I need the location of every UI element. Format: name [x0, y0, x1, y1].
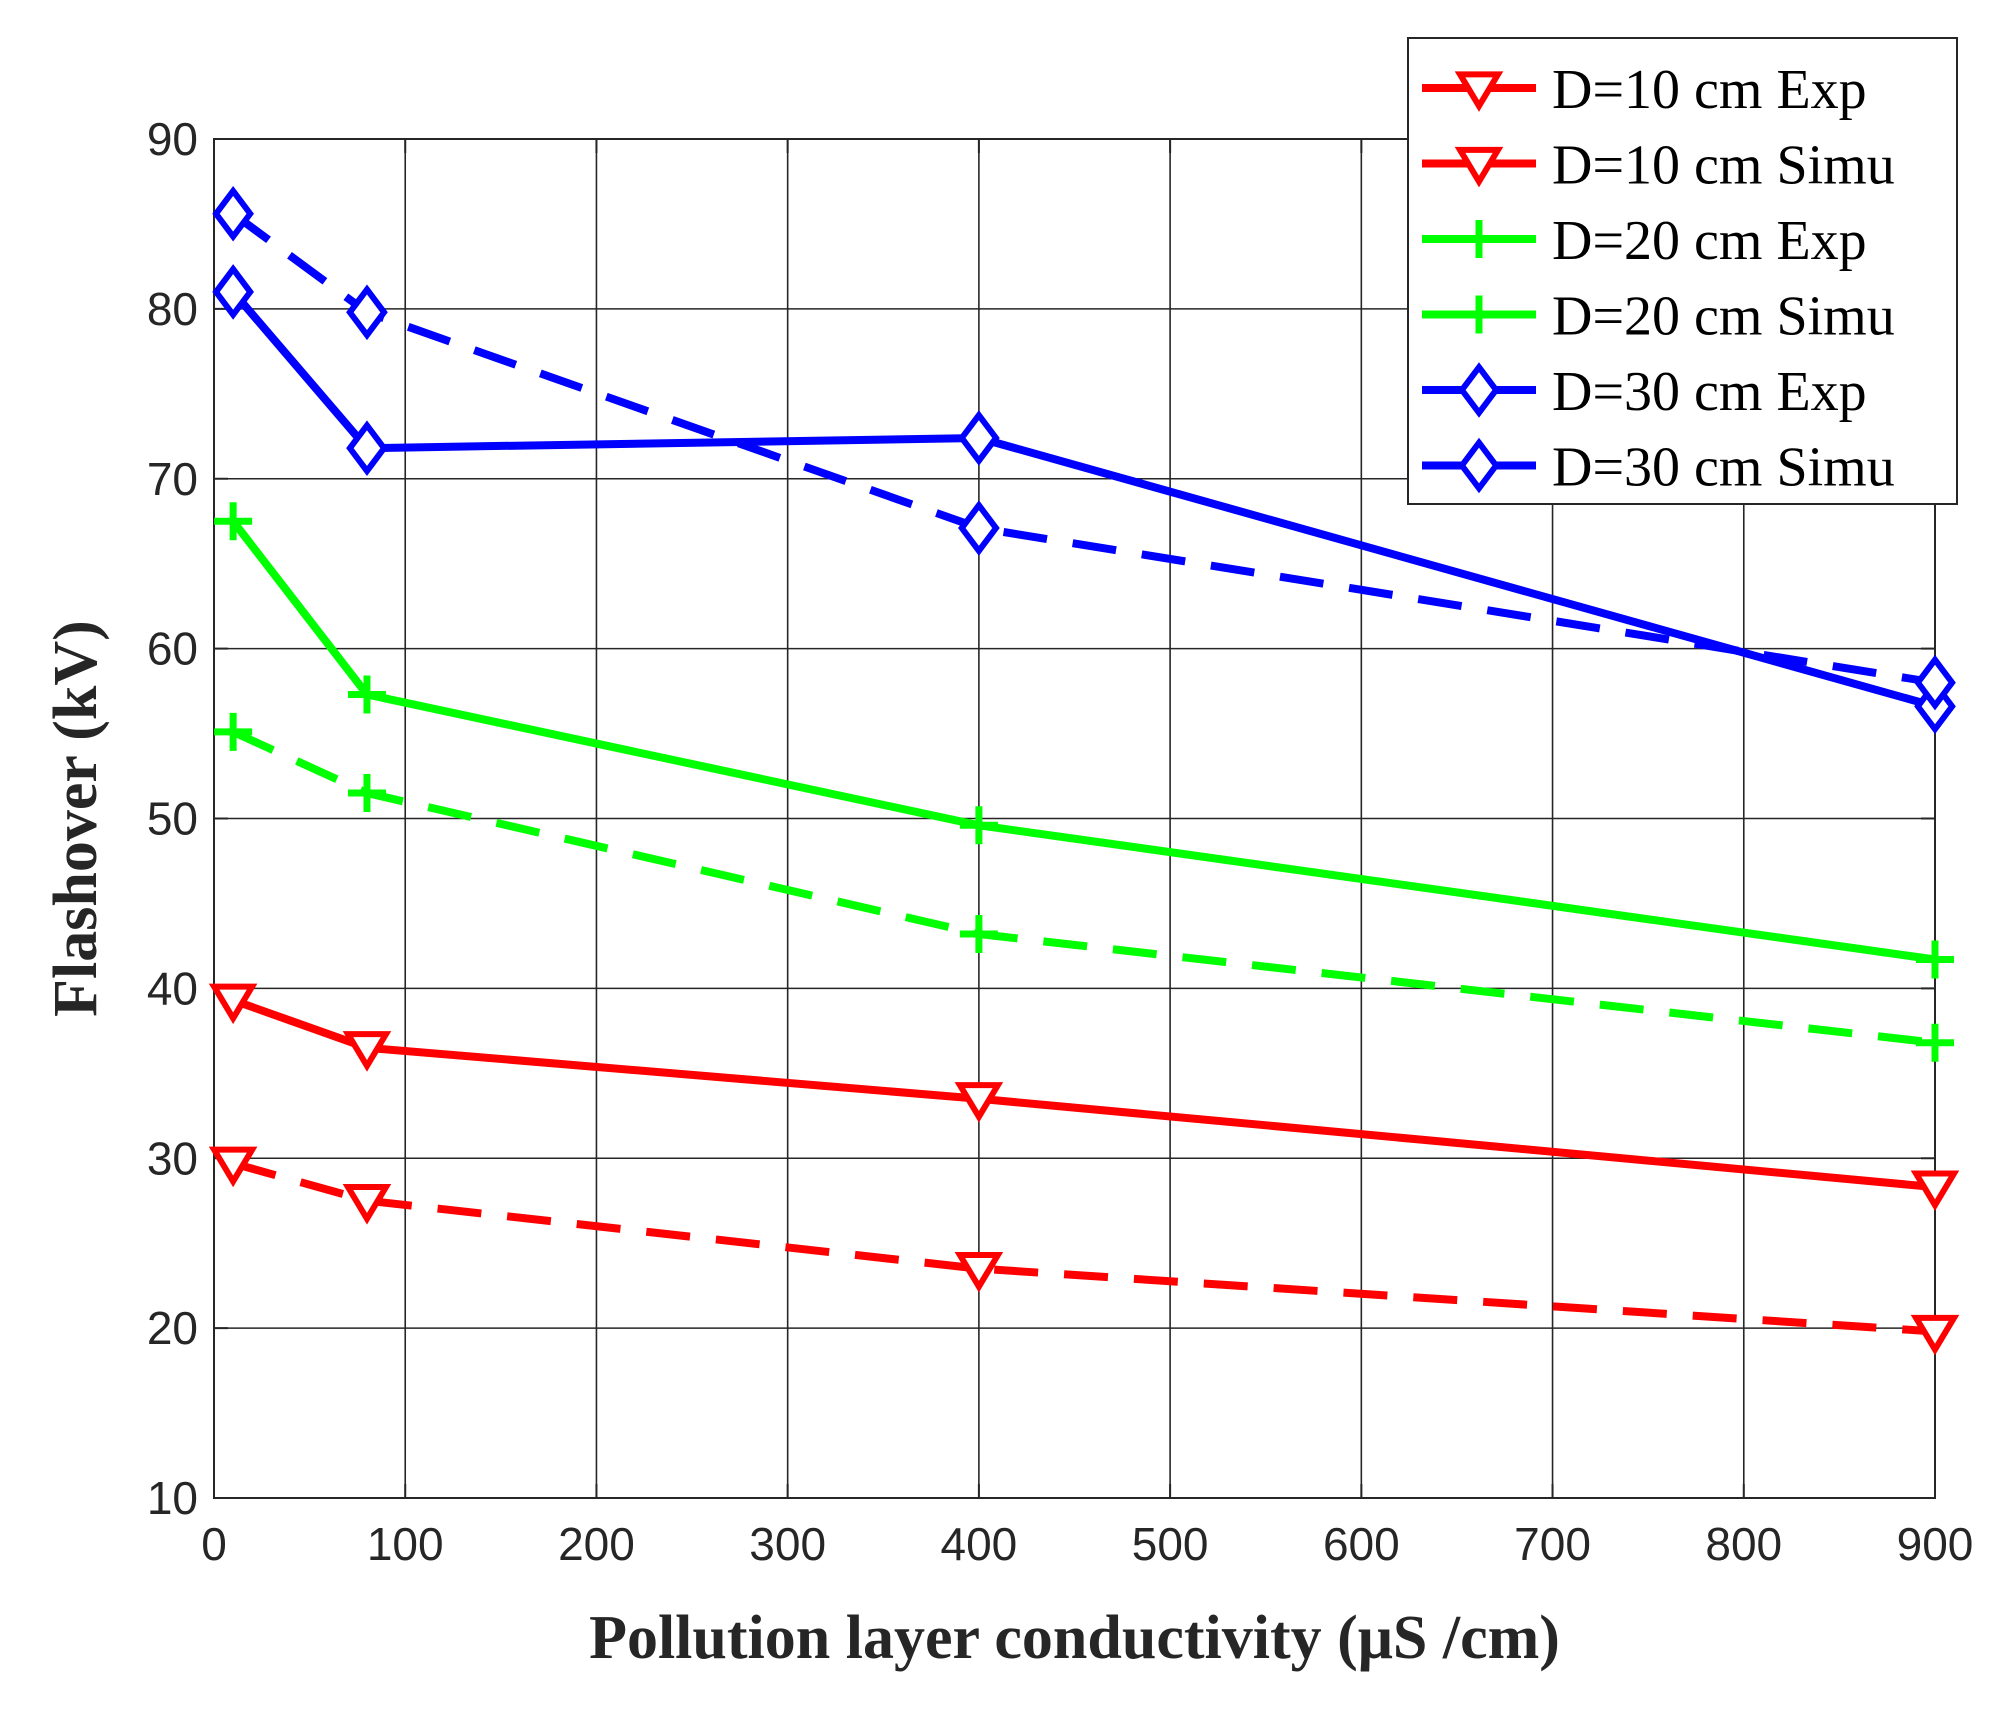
series-marker-diamond [1458, 362, 1500, 418]
x-tick-label: 300 [749, 1518, 826, 1570]
series-marker-diamond [212, 264, 254, 320]
series-marker-plus [347, 774, 386, 813]
series-marker-plus [214, 712, 253, 751]
series-d-30-cm-simu [212, 185, 1956, 711]
x-tick-label: 200 [558, 1518, 635, 1570]
series-marker-triangle [208, 983, 258, 1025]
series-line [230, 210, 1936, 687]
series-line [229, 518, 1936, 964]
series-line [231, 728, 1936, 1047]
series-marker-plus [1460, 220, 1498, 258]
x-tick-label: 100 [367, 1518, 444, 1570]
series-marker-diamond [1458, 437, 1500, 494]
series-d-30-cm-exp [212, 264, 1956, 735]
series-marker-plus [959, 915, 998, 954]
x-tick-label: 400 [941, 1518, 1018, 1570]
series-marker-plus [1916, 1023, 1954, 1062]
x-tick-label: 700 [1514, 1518, 1591, 1570]
x-tick-label: 500 [1132, 1518, 1209, 1570]
y-tick-label: 60 [147, 623, 198, 675]
y-tick-label: 20 [147, 1302, 198, 1354]
series-marker-plus [347, 675, 386, 714]
series-d-10-cm-exp [208, 983, 1960, 1212]
y-tick-label: 40 [147, 962, 198, 1014]
series-marker-plus [959, 806, 998, 845]
series-marker-plus [1460, 295, 1498, 334]
series-marker-diamond [212, 185, 254, 242]
series-marker-triangle [208, 1146, 258, 1188]
y-tick-label: 10 [147, 1472, 198, 1524]
series-marker-triangle [1454, 71, 1504, 112]
series-marker-triangle [1910, 1314, 1960, 1356]
legend-label: D=20 cm Simu [1552, 286, 1895, 348]
series-marker-triangle [1910, 1170, 1960, 1212]
y-tick-label: 80 [147, 283, 198, 335]
series-marker-diamond [958, 500, 1000, 556]
series-marker-diamond [346, 284, 388, 341]
legend-label: D=10 cm Simu [1552, 135, 1895, 197]
series-marker-diamond [958, 410, 1000, 466]
series-line [232, 1159, 1936, 1336]
series-group [208, 185, 1960, 1356]
x-tick-label: 800 [1705, 1518, 1782, 1570]
series-marker-diamond [346, 420, 388, 476]
y-tick-label: 30 [147, 1132, 198, 1184]
x-tick-label: 900 [1897, 1518, 1974, 1570]
y-tick-label: 70 [147, 453, 198, 505]
series-d-10-cm-simu [208, 1146, 1960, 1356]
legend-label: D=20 cm Exp [1552, 210, 1867, 272]
series-marker-triangle [342, 1184, 392, 1225]
series-marker-plus [214, 502, 253, 541]
series-line [231, 996, 1936, 1192]
axis-ticks: 0 100 200 300 400 500 600 700 800 900 10 20 30 40 50 60… [147, 113, 1974, 1570]
y-tick-label: 90 [147, 113, 198, 165]
series-marker-plus [1916, 940, 1954, 979]
series-d-20-cm-exp [214, 502, 1954, 979]
series-marker-triangle [954, 1251, 1004, 1293]
legend-box [1407, 37, 1958, 505]
series-d-20-cm-simu [214, 712, 1954, 1062]
y-axis-title: Flashover (kV) [42, 620, 110, 1017]
y-tick-label: 50 [147, 793, 198, 845]
legend-label: D=30 cm Exp [1552, 361, 1867, 423]
x-tick-label: 600 [1323, 1518, 1400, 1570]
series-marker-triangle [954, 1082, 1004, 1123]
x-tick-label: 0 [201, 1518, 227, 1570]
series-marker-triangle [1454, 146, 1504, 188]
series-marker-triangle [342, 1031, 392, 1072]
legend-label: D=30 cm Simu [1552, 437, 1895, 499]
legend: D=10 cm Exp D=10 cm Simu D=20 cm Exp D=20 c… [1407, 37, 1958, 505]
series-line [230, 289, 1937, 711]
series-marker-diamond [1914, 654, 1956, 711]
legend-label: D=10 cm Exp [1552, 59, 1867, 121]
x-axis-title: Pollution layer conductivity (μS /cm) [589, 1604, 1560, 1672]
